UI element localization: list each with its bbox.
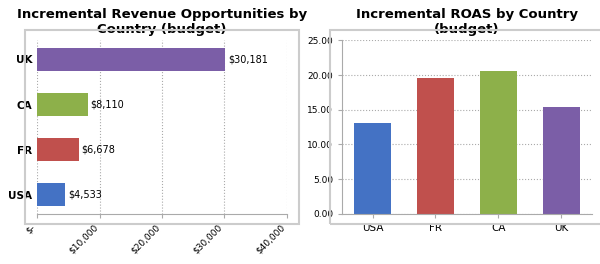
Bar: [353, 123, 391, 214]
Text: $6,678: $6,678: [82, 145, 115, 155]
Title: Incremental Revenue Opportunities by
Country (budget): Incremental Revenue Opportunities by Cou…: [17, 8, 307, 36]
Bar: [542, 107, 580, 214]
Bar: [479, 71, 517, 214]
Text: $8,110: $8,110: [90, 100, 124, 110]
Title: Incremental ROAS by Country
(budget): Incremental ROAS by Country (budget): [356, 8, 578, 36]
Bar: [416, 78, 454, 214]
Bar: [37, 183, 65, 206]
Bar: [37, 48, 226, 71]
Bar: [37, 93, 88, 116]
Text: $30,181: $30,181: [228, 54, 268, 64]
Bar: [37, 138, 79, 161]
Text: $4,533: $4,533: [68, 190, 102, 200]
